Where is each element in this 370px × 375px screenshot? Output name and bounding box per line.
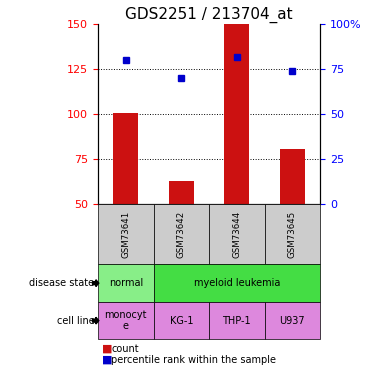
Bar <box>154 302 209 339</box>
Bar <box>98 302 154 339</box>
Bar <box>280 148 305 204</box>
Bar <box>98 204 154 264</box>
Text: GSM73644: GSM73644 <box>232 211 241 258</box>
Text: THP-1: THP-1 <box>222 316 251 326</box>
Text: KG-1: KG-1 <box>169 316 193 326</box>
Bar <box>224 24 249 204</box>
Text: GSM73641: GSM73641 <box>121 211 130 258</box>
Text: normal: normal <box>109 278 143 288</box>
Text: count: count <box>111 344 139 354</box>
Text: GSM73642: GSM73642 <box>177 211 186 258</box>
Bar <box>265 204 320 264</box>
Bar <box>265 302 320 339</box>
Bar <box>169 181 194 204</box>
Text: disease state: disease state <box>29 278 94 288</box>
Title: GDS2251 / 213704_at: GDS2251 / 213704_at <box>125 7 293 23</box>
Text: cell line: cell line <box>57 316 94 326</box>
Text: myeloid leukemia: myeloid leukemia <box>194 278 280 288</box>
Text: U937: U937 <box>279 316 305 326</box>
Text: percentile rank within the sample: percentile rank within the sample <box>111 355 276 365</box>
Bar <box>113 112 138 204</box>
Text: ■: ■ <box>102 355 116 365</box>
Bar <box>154 264 320 302</box>
Bar <box>98 264 154 302</box>
Text: monocyt
e: monocyt e <box>105 310 147 332</box>
Text: GSM73645: GSM73645 <box>288 211 297 258</box>
Bar <box>209 302 265 339</box>
Bar <box>154 204 209 264</box>
Bar <box>209 204 265 264</box>
Text: ■: ■ <box>102 344 116 354</box>
